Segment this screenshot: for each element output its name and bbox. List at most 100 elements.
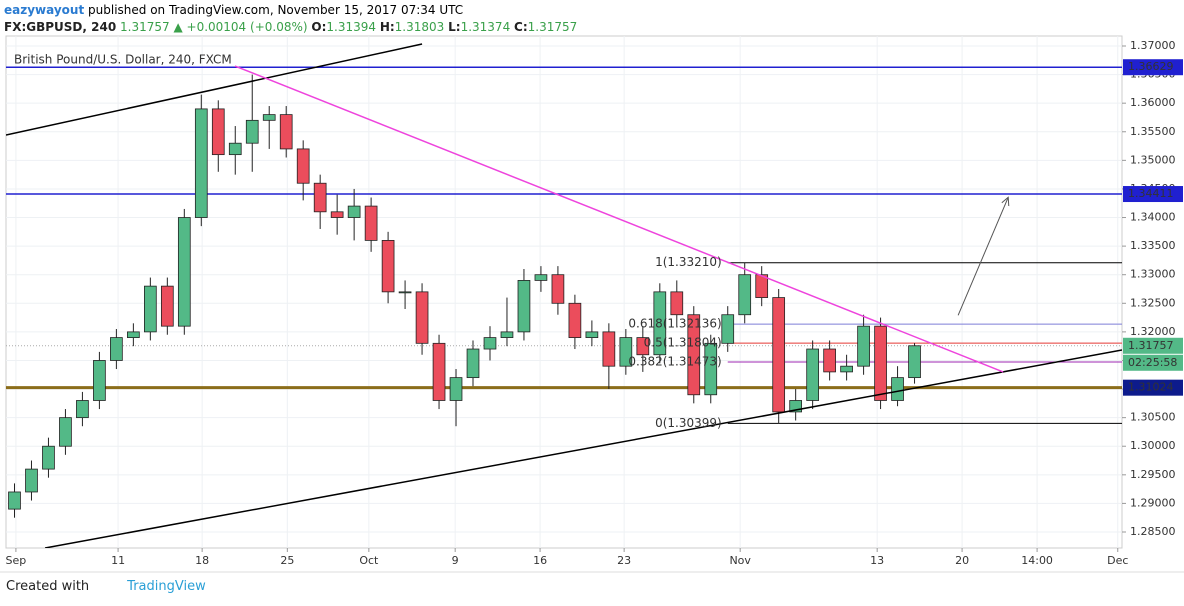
level-badge-bg: [1123, 59, 1183, 76]
y-tick-label: 1.30500: [1130, 411, 1176, 424]
candle-body: [602, 331, 616, 367]
created: Created with: [6, 579, 90, 594]
x-tick-label: 9: [452, 554, 459, 567]
candle-body: [772, 297, 786, 413]
l-label: L:: [448, 20, 461, 34]
level-badge: 1.31024: [1128, 381, 1174, 394]
last: 1.31757: [120, 20, 170, 34]
level-badge: 1.36629: [1128, 60, 1174, 73]
candle-body: [76, 400, 89, 419]
candle-body: [619, 337, 633, 367]
fib-label: 0(1.30399): [655, 416, 722, 430]
candle-body: [483, 337, 497, 350]
y-tick-label: 1.35000: [1130, 153, 1176, 166]
y-tick-label: 1.32000: [1130, 325, 1176, 338]
candle-body: [160, 285, 174, 327]
o-label: O:: [311, 20, 327, 34]
x-tick-label: 23: [617, 554, 631, 567]
published: published on TradingView.com, November 1…: [88, 3, 464, 17]
countdown-badge-bg: [1123, 354, 1183, 371]
candle-body: [551, 274, 565, 304]
candle-body: [908, 345, 921, 379]
y-tick-label: 1.37000: [1130, 39, 1176, 52]
candle-body: [466, 348, 480, 379]
footer: Created with TradingView: [6, 579, 206, 594]
candle-body: [25, 468, 38, 493]
x-tick-label: 16: [533, 554, 547, 567]
arrow: [957, 197, 1008, 316]
candle-body: [704, 342, 718, 396]
author[interactable]: eazywayout: [4, 3, 85, 17]
last-price-badge-bg: [1123, 337, 1183, 354]
level-badge-bg: [1123, 186, 1183, 203]
trendline: [234, 65, 1004, 373]
l: 1.31374: [460, 20, 511, 34]
candle-body: [806, 348, 819, 401]
y-tick-label: 1.36000: [1130, 96, 1176, 109]
candle-body: [144, 285, 157, 333]
countdown-badge: 02:25:58: [1128, 356, 1177, 369]
x-tick-label: 18: [195, 554, 209, 567]
header-line: FX:GBPUSD, 240 1.31757 ▲ +0.00104 (+0.08…: [4, 19, 577, 36]
candle-body: [449, 377, 463, 401]
candle-body: [432, 342, 446, 401]
y-tick-label: 1.28500: [1130, 525, 1176, 538]
candle-body: [194, 108, 208, 218]
candle-body: [823, 348, 836, 373]
level-badge: 1.34411: [1128, 187, 1174, 200]
candle-body: [738, 274, 752, 316]
candle-body: [177, 217, 191, 327]
fib-label: 1(1.33210): [655, 255, 722, 269]
candle-body: [59, 417, 72, 447]
axes: British Pound/U.S. Dollar, 240, FXCM 1.3…: [6, 39, 1183, 567]
candle-body: [789, 400, 803, 413]
y-tick-label: 1.33000: [1130, 268, 1176, 281]
candle-body: [517, 280, 531, 333]
brand[interactable]: TradingView: [127, 579, 206, 594]
x-tick-label: 11: [111, 554, 125, 567]
trendline: [6, 43, 423, 136]
candle-body: [755, 274, 769, 298]
candle-body: [500, 331, 514, 338]
candle-body: [347, 205, 361, 218]
candle-body: [110, 337, 123, 361]
header: eazywayout published on TradingView.com,…: [4, 2, 577, 36]
h: 1.31803: [394, 20, 445, 34]
candle-body: [279, 114, 293, 150]
candle-body: [415, 291, 429, 344]
x-tick-label: 14:00: [1021, 554, 1053, 567]
x-tick-label: 13: [870, 554, 884, 567]
candle-body: [93, 360, 106, 401]
candle-body: [8, 491, 21, 510]
candle-body: [296, 148, 310, 184]
x-tick-label: Sep: [6, 554, 27, 567]
candle-body: [670, 291, 684, 316]
candle-body: [398, 291, 412, 294]
candle-body: [857, 325, 870, 367]
o: 1.31394: [326, 20, 376, 34]
candle-body: [211, 108, 225, 156]
level-badge-bg: [1123, 379, 1183, 396]
candle-body: [330, 211, 344, 218]
candle-body: [262, 114, 276, 121]
h-label: H:: [379, 20, 395, 34]
chart-title: British Pound/U.S. Dollar, 240, FXCM: [14, 53, 232, 67]
candle-body: [42, 445, 55, 470]
candle-body: [874, 325, 887, 401]
y-tick-label: 1.30000: [1130, 439, 1176, 452]
candle-body: [245, 119, 259, 144]
candle-body: [636, 337, 650, 356]
candle-body: [568, 302, 582, 338]
plot: [6, 43, 1122, 548]
candle-body: [840, 365, 853, 373]
candle-body: [585, 331, 599, 338]
fib-label: 0.618(1.32136): [628, 317, 721, 331]
symbol: FX:GBPUSD, 240: [4, 20, 117, 34]
plot-frame: [5, 35, 1123, 549]
candle-body: [381, 239, 395, 293]
x-tick-label: Nov: [729, 554, 751, 567]
y-tick-label: 1.29000: [1130, 496, 1176, 509]
trendline: [44, 349, 1122, 548]
